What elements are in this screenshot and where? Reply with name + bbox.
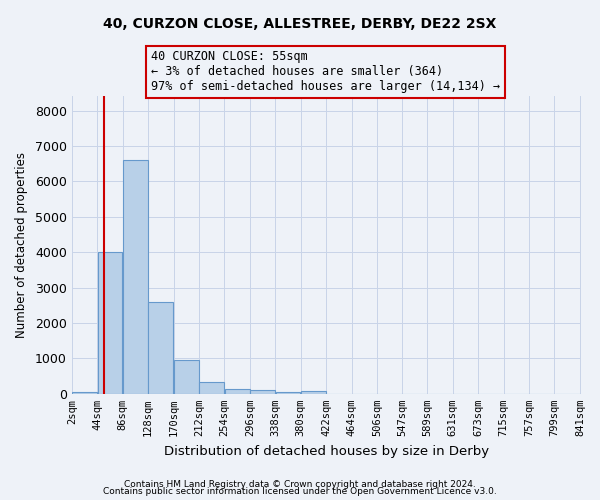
Y-axis label: Number of detached properties: Number of detached properties	[15, 152, 28, 338]
Text: 40, CURZON CLOSE, ALLESTREE, DERBY, DE22 2SX: 40, CURZON CLOSE, ALLESTREE, DERBY, DE22…	[103, 18, 497, 32]
Bar	[301, 392, 326, 394]
Bar	[148, 302, 173, 394]
Bar	[174, 360, 199, 394]
Bar	[275, 392, 301, 394]
Bar	[250, 390, 275, 394]
Text: Contains HM Land Registry data © Crown copyright and database right 2024.: Contains HM Land Registry data © Crown c…	[124, 480, 476, 489]
Bar	[225, 389, 250, 394]
Bar	[199, 382, 224, 394]
X-axis label: Distribution of detached houses by size in Derby: Distribution of detached houses by size …	[164, 444, 489, 458]
Text: Contains public sector information licensed under the Open Government Licence v3: Contains public sector information licen…	[103, 488, 497, 496]
Bar	[123, 160, 148, 394]
Bar	[98, 252, 122, 394]
Text: 40 CURZON CLOSE: 55sqm
← 3% of detached houses are smaller (364)
97% of semi-det: 40 CURZON CLOSE: 55sqm ← 3% of detached …	[151, 50, 500, 94]
Bar	[72, 392, 97, 394]
Title: Size of property relative to detached houses in Derby: Size of property relative to detached ho…	[148, 48, 505, 60]
